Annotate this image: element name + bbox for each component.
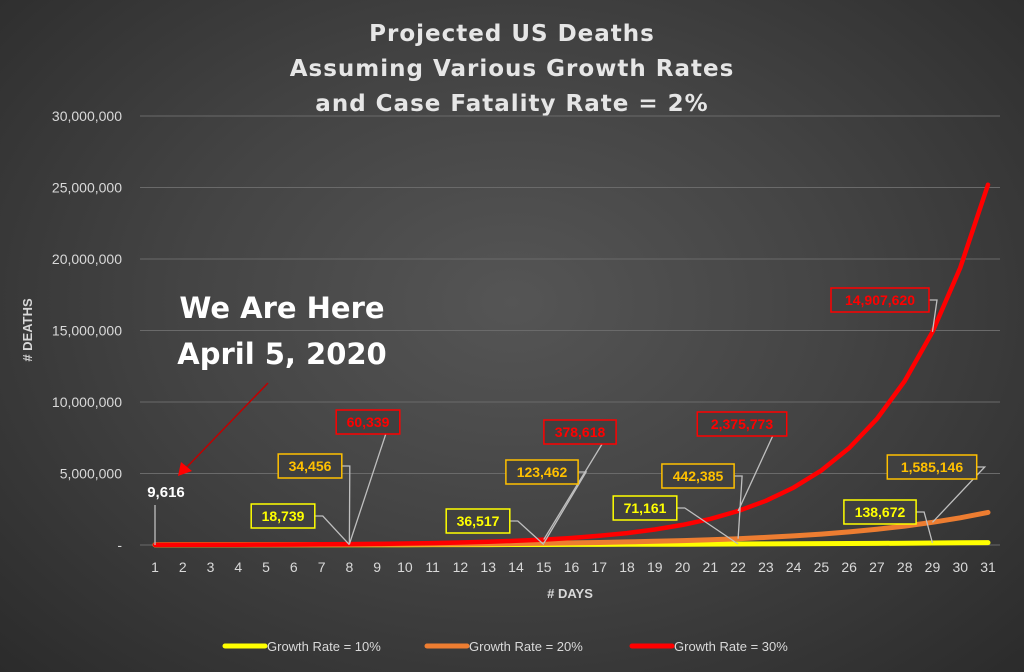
data-label-box <box>843 499 917 525</box>
x-tick-label: 1 <box>151 559 159 575</box>
data-label-leader <box>737 435 774 512</box>
x-tick-label: 21 <box>703 559 719 575</box>
annotation-arrow-shaft <box>185 382 269 469</box>
data-label-leader <box>676 507 739 545</box>
data-label: 36,517 <box>457 513 500 529</box>
data-label-box <box>543 419 617 445</box>
x-axis-title: # DAYS <box>547 586 593 601</box>
x-tick-label: 24 <box>786 559 802 575</box>
x-axis-ticks: 1 2 3 4 5 6 7 8 9 10 11 12 13 14 15 16 17 18 19 20 21 22 23 24 2… <box>151 559 996 575</box>
data-label-box <box>612 495 678 521</box>
x-tick-label: 13 <box>480 559 496 575</box>
annotation-line-2: April 5, 2020 <box>177 337 387 371</box>
data-label-box <box>661 463 735 489</box>
data-label: 138,672 <box>855 504 906 520</box>
x-tick-label: 16 <box>564 559 580 575</box>
x-tick-label: 11 <box>425 559 440 575</box>
x-tick-label: 5 <box>262 559 270 575</box>
data-label-box <box>886 454 978 480</box>
x-tick-label: 26 <box>841 559 857 575</box>
x-tick-label: 12 <box>453 559 469 575</box>
x-tick-label: 3 <box>207 559 215 575</box>
data-label-box <box>335 409 401 435</box>
x-tick-label: 10 <box>397 559 413 575</box>
data-labels: 18,739 36,517 71,161 138,672 34,456 123,462 44… <box>250 287 978 534</box>
data-label-leader <box>543 471 588 544</box>
annotation-arrow-head <box>178 462 192 476</box>
x-tick-label: 30 <box>952 559 968 575</box>
x-tick-label: 7 <box>318 559 326 575</box>
data-label: 18,739 <box>262 508 305 524</box>
data-label: 2,375,773 <box>711 416 773 432</box>
series-line-30pct <box>152 182 991 548</box>
data-label-box <box>250 503 316 529</box>
x-tick-label: 15 <box>536 559 552 575</box>
data-label: 123,462 <box>517 464 568 480</box>
data-label-leader <box>931 466 987 523</box>
series-lines <box>152 182 991 548</box>
x-tick-label: 20 <box>675 559 691 575</box>
x-tick-label: 22 <box>730 559 746 575</box>
x-tick-label: 18 <box>619 559 635 575</box>
x-tick-label: 31 <box>980 559 996 575</box>
legend-label: Growth Rate = 30% <box>674 639 788 654</box>
chart-title: Projected US Deaths Assuming Various Gro… <box>290 21 735 117</box>
data-label: 34,456 <box>289 458 332 474</box>
y-tick-label: 20,000,000 <box>52 251 122 267</box>
x-tick-label: 8 <box>345 559 353 575</box>
legend: Growth Rate = 10% Growth Rate = 20% Growth… <box>222 639 788 654</box>
start-value-label: 9,616 <box>147 484 185 501</box>
x-tick-label: 14 <box>508 559 524 575</box>
x-tick-label: 17 <box>591 559 607 575</box>
y-tick-label: 15,000,000 <box>52 323 122 339</box>
data-label-box <box>830 287 930 313</box>
x-tick-label: 29 <box>925 559 941 575</box>
data-label: 71,161 <box>624 500 667 516</box>
data-label-leader <box>509 520 545 545</box>
data-label-box <box>277 453 343 479</box>
label-leader-lines <box>314 299 987 546</box>
data-label-leader <box>348 433 387 545</box>
chart-title-line-1: Projected US Deaths <box>369 21 655 47</box>
data-label-leader <box>916 511 934 544</box>
x-tick-label: 9 <box>373 559 381 575</box>
annotation-line-1: We Are Here <box>179 291 384 325</box>
we-are-here-annotation: We Are Here April 5, 2020 <box>177 291 387 476</box>
chart-title-line-2: Assuming Various Growth Rates <box>290 56 735 82</box>
data-label-box <box>505 459 579 485</box>
y-axis-title: # DEATHS <box>20 298 35 362</box>
data-label: 1,585,146 <box>901 459 963 475</box>
data-label: 378,618 <box>555 424 606 440</box>
data-label-leader <box>314 515 350 546</box>
data-label: 60,339 <box>347 414 390 430</box>
x-tick-label: 19 <box>647 559 663 575</box>
x-tick-label: 25 <box>814 559 830 575</box>
y-tick-label: 30,000,000 <box>52 108 122 124</box>
y-tick-label: 25,000,000 <box>52 180 122 196</box>
x-tick-label: 2 <box>179 559 187 575</box>
y-tick-label: 5,000,000 <box>60 466 122 482</box>
data-label-box <box>445 508 511 534</box>
data-label-leader <box>929 299 938 332</box>
x-tick-label: 4 <box>234 559 242 575</box>
x-tick-label: 27 <box>869 559 885 575</box>
chart-title-line-3: and Case Fatality Rate = 2% <box>315 91 708 117</box>
data-label: 14,907,620 <box>845 292 915 308</box>
data-label-leader <box>543 443 603 540</box>
data-label: 442,385 <box>673 468 724 484</box>
data-label-leader <box>341 465 351 545</box>
x-tick-label: 23 <box>758 559 774 575</box>
y-tick-label: - <box>117 537 122 553</box>
y-axis-ticks: - 5,000,000 10,000,000 15,000,000 20,000,000… <box>52 108 122 553</box>
y-tick-label: 10,000,000 <box>52 394 122 410</box>
data-label-leader <box>734 475 743 539</box>
x-tick-label: 6 <box>290 559 298 575</box>
legend-label: Growth Rate = 10% <box>267 639 381 654</box>
data-label-box <box>696 411 788 437</box>
legend-label: Growth Rate = 20% <box>469 639 583 654</box>
x-tick-label: 28 <box>897 559 913 575</box>
